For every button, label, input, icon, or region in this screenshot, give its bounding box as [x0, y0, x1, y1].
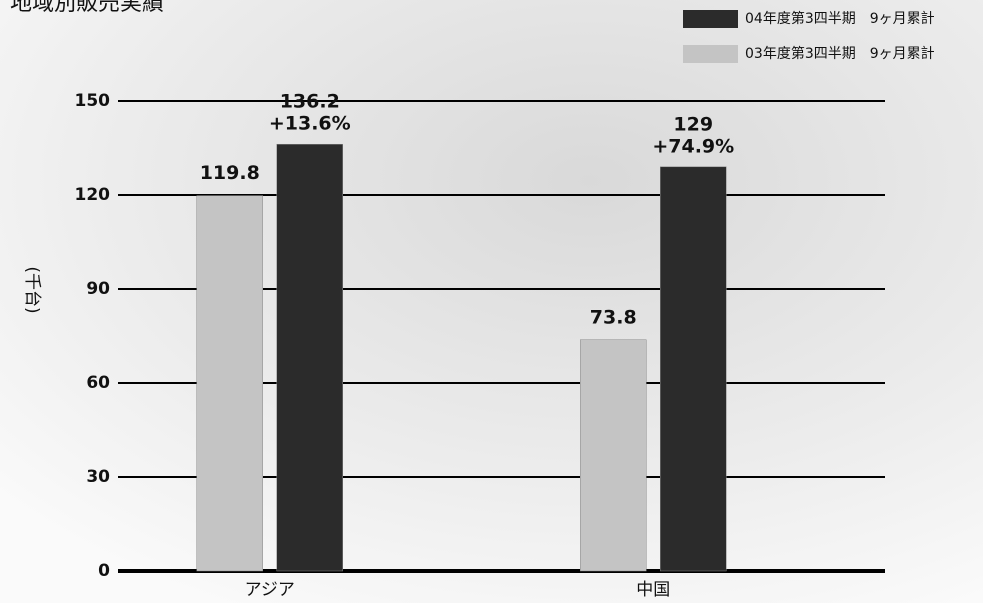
- bar: [580, 339, 647, 572]
- value-label: 129: [673, 113, 713, 135]
- bar: [196, 195, 263, 572]
- change-label: +13.6%: [269, 113, 351, 135]
- value-label: 73.8: [590, 306, 637, 328]
- y-tick-label: 0: [98, 561, 110, 581]
- x-tick-label: アジア: [245, 580, 295, 600]
- y-tick-label: 90: [86, 279, 110, 299]
- y-axis-label: (千台): [22, 266, 42, 313]
- legend-swatch: [683, 10, 738, 28]
- bar: [276, 143, 343, 572]
- y-tick-label: 150: [75, 91, 111, 111]
- x-tick-label: 中国: [636, 580, 670, 600]
- legend-swatch: [683, 45, 738, 63]
- y-tick-label: 30: [86, 467, 110, 487]
- bar: [660, 166, 727, 572]
- y-tick-label: 120: [75, 185, 111, 205]
- value-label: 136.2: [280, 91, 340, 113]
- legend-label: 03年度第3四半期 9ヶ月累計: [745, 45, 935, 62]
- change-label: +74.9%: [652, 135, 734, 157]
- chart-title: 地域別販売実績: [10, 0, 164, 16]
- value-label: 119.8: [200, 162, 260, 184]
- y-tick-label: 60: [86, 373, 110, 393]
- legend-label: 04年度第3四半期 9ヶ月累計: [745, 10, 935, 27]
